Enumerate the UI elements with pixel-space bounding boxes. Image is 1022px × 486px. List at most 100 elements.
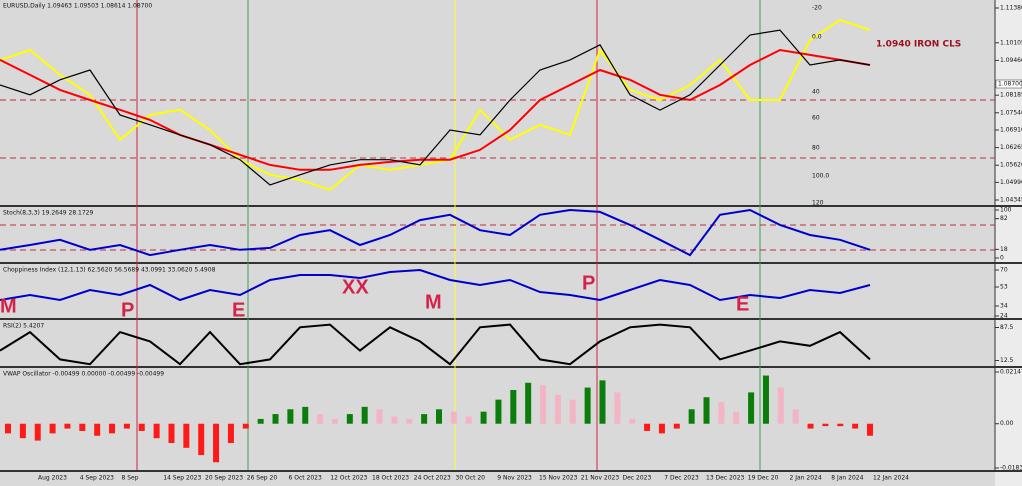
histogram-bar — [49, 423, 56, 434]
annotation: M — [425, 291, 442, 313]
histogram-bar — [302, 406, 309, 424]
histogram-bar — [421, 414, 428, 424]
histogram-bar — [614, 392, 621, 424]
y-tick-label: 0.02147 — [1000, 369, 1022, 376]
series-line — [0, 268, 871, 302]
annotation: XX — [342, 276, 369, 298]
date-label: 6 Oct 2023 — [289, 475, 322, 482]
panel-title: VWAP Oscillator -0.00499 0.00000 -0.0049… — [3, 371, 164, 378]
y-tick-label: 1.05620 — [1000, 162, 1022, 169]
histogram-bar — [777, 387, 784, 424]
fib-label: 40 — [812, 89, 820, 96]
fib-label: 60 — [812, 115, 820, 122]
histogram-bar — [376, 409, 383, 424]
histogram-bar — [168, 423, 175, 444]
date-label: Dec 2023 — [623, 475, 652, 482]
histogram-bar — [718, 402, 725, 424]
histogram-bar — [34, 423, 41, 441]
histogram-bar — [540, 385, 547, 424]
y-tick-label: 18 — [1000, 246, 1008, 253]
series-line — [0, 48, 871, 171]
y-tick-label: 53 — [1000, 284, 1008, 291]
note: 1.0940 IRON CLS — [876, 40, 961, 50]
y-tick-label: 70 — [1000, 267, 1008, 274]
histogram-bar — [361, 406, 368, 424]
date-label: 8 Sep — [122, 475, 139, 482]
histogram-bar — [688, 409, 695, 424]
histogram-bar — [584, 387, 591, 424]
y-tick-label: 1.04345 — [1000, 197, 1022, 204]
price-tag: 1.08700 — [998, 81, 1022, 88]
date-label: 24 Oct 2023 — [414, 475, 451, 482]
panel-title: RSI(2) 5.4207 — [3, 323, 44, 330]
histogram-bar — [450, 411, 457, 424]
annotation: P — [121, 299, 134, 321]
histogram-bar — [436, 409, 442, 424]
y-tick-label: 24 — [1000, 313, 1008, 320]
y-tick-label: 0 — [1000, 255, 1004, 262]
histogram-bar — [331, 418, 338, 424]
y-tick-label: 0.00 — [1000, 420, 1014, 427]
series-line — [0, 208, 871, 257]
histogram-bar — [213, 423, 220, 463]
separators — [0, 205, 1022, 472]
date-label: 20 Sep 2023 — [205, 475, 243, 482]
y-tick-label: 100 — [1000, 207, 1012, 214]
histogram-bar — [287, 409, 294, 424]
price-tag-box — [995, 79, 1022, 89]
date-label: 26 Sep 20 — [247, 475, 278, 482]
annotation: P — [582, 272, 595, 294]
histogram-bar — [257, 418, 264, 424]
histogram-bar — [733, 411, 740, 424]
histogram-bar — [183, 423, 190, 448]
histogram-bar — [242, 423, 249, 429]
histogram-bar — [792, 409, 799, 424]
y-tick-label: 87.5 — [1000, 324, 1014, 331]
histogram-bar — [525, 382, 532, 424]
y-tick-label: 12.5 — [1000, 357, 1014, 364]
fib-label: 100.0 — [812, 173, 829, 180]
histogram-bar — [123, 423, 130, 429]
date-label: 4 Sep 2023 — [80, 475, 114, 482]
fib-label: 0.0 — [812, 34, 822, 41]
panel-title: Choppiness Index (12,1.13) 62.5620 56.56… — [3, 267, 216, 274]
histogram-bar — [138, 423, 145, 431]
histogram-bar — [272, 414, 279, 424]
histogram-bar — [748, 392, 755, 424]
session-lines — [136, 0, 761, 470]
date-label: 19 Dec 20 — [748, 475, 779, 482]
fib-label: 80 — [812, 145, 820, 152]
y-tick-label: 1.06910 — [1000, 126, 1022, 133]
histogram-bar — [94, 423, 101, 436]
y-tick-label: -0.01837 — [1000, 465, 1022, 472]
histogram-bar — [807, 423, 814, 429]
y-tick-label: 1.09460 — [1000, 57, 1022, 64]
y-tick-label: 34 — [1000, 303, 1008, 310]
y-tick-label: 1.08185 — [1000, 92, 1022, 99]
histogram-bar — [64, 423, 71, 429]
y-tick-label: 1.11380 — [1000, 5, 1022, 12]
date-label: Aug 2023 — [38, 475, 67, 482]
histogram-bar — [19, 423, 26, 439]
series-line — [0, 323, 871, 366]
annotation: E — [232, 299, 245, 321]
fib-label: -20 — [812, 5, 822, 12]
histogram-bar — [317, 414, 324, 424]
date-label: 8 Jan 2024 — [831, 475, 863, 482]
histogram-bar — [703, 397, 710, 424]
histogram-bar — [109, 423, 116, 434]
y-tick-label: 82 — [1000, 215, 1008, 222]
date-label: 15 Nov 2023 — [539, 475, 578, 482]
histogram-bar — [406, 418, 413, 424]
y-tick-label: 1.06265 — [1000, 144, 1022, 151]
price-scale — [995, 0, 1022, 486]
date-label: 30 Oct 20 — [456, 475, 486, 482]
histogram-bar — [198, 423, 205, 456]
y-tick-label: 1.07540 — [1000, 109, 1022, 116]
histogram-bar — [658, 423, 665, 434]
date-label: 18 Oct 2023 — [372, 475, 409, 482]
panel-title: EURUSD,Daily 1.09463 1.09503 1.08614 1.0… — [3, 3, 152, 10]
annotation: M — [0, 295, 17, 317]
levels — [0, 99, 995, 251]
